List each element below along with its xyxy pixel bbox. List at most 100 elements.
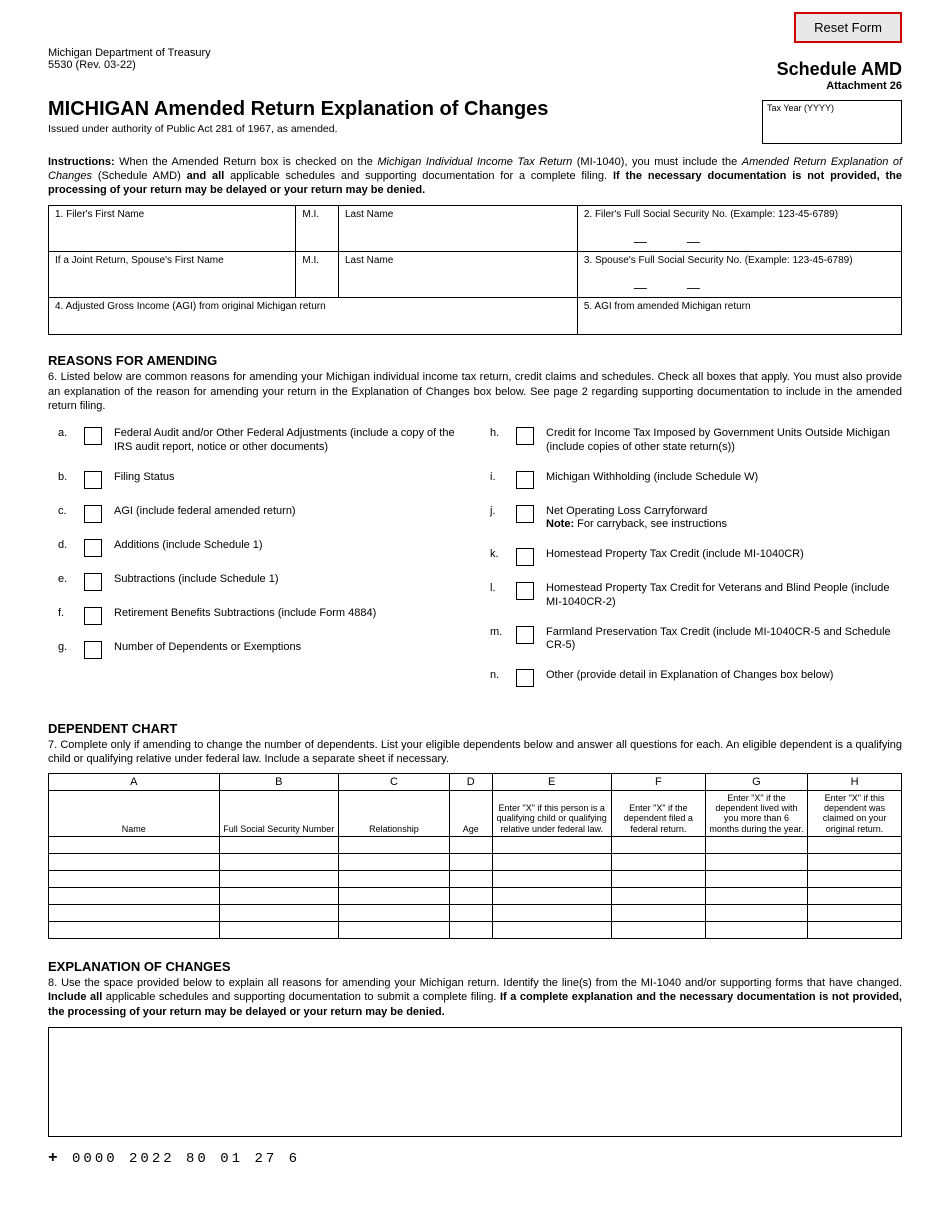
reason-item: h.Credit for Income Tax Imposed by Gover… bbox=[490, 427, 892, 455]
reason-letter: b. bbox=[58, 471, 72, 483]
amended-agi-field[interactable]: 5. AGI from amended Michigan return bbox=[577, 298, 901, 335]
page-title: MICHIGAN Amended Return Explanation of C… bbox=[48, 98, 762, 121]
dep-cell[interactable] bbox=[611, 854, 705, 871]
dep-cell[interactable] bbox=[339, 854, 450, 871]
dep-cell[interactable] bbox=[219, 854, 338, 871]
dep-cell[interactable] bbox=[808, 905, 902, 922]
reason-checkbox[interactable] bbox=[516, 471, 534, 489]
dep-col-sublabel: Name bbox=[49, 790, 220, 836]
dep-cell[interactable] bbox=[339, 905, 450, 922]
reason-text: Homestead Property Tax Credit (include M… bbox=[546, 548, 892, 562]
dep-cell[interactable] bbox=[449, 905, 492, 922]
reason-checkbox[interactable] bbox=[84, 505, 102, 523]
filer-ssn-field[interactable]: 2. Filer's Full Social Security No. (Exa… bbox=[577, 206, 901, 252]
dep-cell[interactable] bbox=[219, 871, 338, 888]
dep-cell[interactable] bbox=[49, 854, 220, 871]
table-row bbox=[49, 905, 902, 922]
dep-col-sublabel: Relationship bbox=[339, 790, 450, 836]
dep-cell[interactable] bbox=[339, 922, 450, 939]
reason-checkbox[interactable] bbox=[84, 607, 102, 625]
dep-cell[interactable] bbox=[49, 888, 220, 905]
reason-text: Net Operating Loss CarryforwardNote: For… bbox=[546, 505, 892, 533]
dep-cell[interactable] bbox=[705, 905, 807, 922]
reason-checkbox[interactable] bbox=[516, 626, 534, 644]
dep-cell[interactable] bbox=[49, 922, 220, 939]
dep-cell[interactable] bbox=[492, 854, 611, 871]
spouse-last-name-field[interactable]: Last Name bbox=[339, 252, 578, 298]
dep-cell[interactable] bbox=[49, 871, 220, 888]
reason-checkbox[interactable] bbox=[516, 505, 534, 523]
explanation-textarea[interactable] bbox=[48, 1027, 902, 1137]
dep-cell[interactable] bbox=[808, 871, 902, 888]
reason-letter: c. bbox=[58, 505, 72, 517]
dep-cell[interactable] bbox=[449, 888, 492, 905]
dep-cell[interactable] bbox=[449, 837, 492, 854]
reset-form-button[interactable]: Reset Form bbox=[794, 12, 902, 43]
dependent-table: ABCDEFGH NameFull Social Security Number… bbox=[48, 773, 902, 939]
dep-cell[interactable] bbox=[492, 871, 611, 888]
dep-cell[interactable] bbox=[705, 871, 807, 888]
reason-checkbox[interactable] bbox=[84, 427, 102, 445]
dept-name: Michigan Department of Treasury bbox=[48, 47, 902, 59]
dep-cell[interactable] bbox=[611, 905, 705, 922]
dep-cell[interactable] bbox=[339, 871, 450, 888]
dep-cell[interactable] bbox=[449, 922, 492, 939]
spouse-mi-field[interactable]: M.I. bbox=[296, 252, 339, 298]
dep-cell[interactable] bbox=[808, 922, 902, 939]
reason-checkbox[interactable] bbox=[516, 582, 534, 600]
dep-cell[interactable] bbox=[219, 922, 338, 939]
dep-cell[interactable] bbox=[219, 888, 338, 905]
reason-item: m.Farmland Preservation Tax Credit (incl… bbox=[490, 626, 892, 654]
reason-checkbox[interactable] bbox=[84, 641, 102, 659]
dep-cell[interactable] bbox=[449, 871, 492, 888]
filer-mi-field[interactable]: M.I. bbox=[296, 206, 339, 252]
reason-letter: g. bbox=[58, 641, 72, 653]
dep-cell[interactable] bbox=[492, 905, 611, 922]
reason-text: Filing Status bbox=[114, 471, 460, 485]
reason-letter: a. bbox=[58, 427, 72, 439]
dep-cell[interactable] bbox=[705, 854, 807, 871]
dep-cell[interactable] bbox=[705, 837, 807, 854]
dep-cell[interactable] bbox=[49, 905, 220, 922]
spouse-ssn-field[interactable]: 3. Spouse's Full Social Security No. (Ex… bbox=[577, 252, 901, 298]
dep-col-letter: H bbox=[808, 773, 902, 790]
reason-text: Homestead Property Tax Credit for Vetera… bbox=[546, 582, 892, 610]
original-agi-field[interactable]: 4. Adjusted Gross Income (AGI) from orig… bbox=[49, 298, 578, 335]
dep-cell[interactable] bbox=[339, 888, 450, 905]
reason-checkbox[interactable] bbox=[84, 573, 102, 591]
dep-cell[interactable] bbox=[492, 837, 611, 854]
dep-cell[interactable] bbox=[705, 922, 807, 939]
reason-text: Retirement Benefits Subtractions (includ… bbox=[114, 607, 460, 621]
dep-cell[interactable] bbox=[705, 888, 807, 905]
spouse-first-name-field[interactable]: If a Joint Return, Spouse's First Name bbox=[49, 252, 296, 298]
dep-cell[interactable] bbox=[449, 854, 492, 871]
dep-cell[interactable] bbox=[339, 837, 450, 854]
filer-first-name-field[interactable]: 1. Filer's First Name bbox=[49, 206, 296, 252]
reason-checkbox[interactable] bbox=[84, 539, 102, 557]
reason-letter: k. bbox=[490, 548, 504, 560]
dep-cell[interactable] bbox=[808, 854, 902, 871]
dep-cell[interactable] bbox=[611, 888, 705, 905]
dep-cell[interactable] bbox=[49, 837, 220, 854]
reason-checkbox[interactable] bbox=[84, 471, 102, 489]
filer-last-name-field[interactable]: Last Name bbox=[339, 206, 578, 252]
dep-cell[interactable] bbox=[611, 837, 705, 854]
dep-cell[interactable] bbox=[808, 837, 902, 854]
dep-cell[interactable] bbox=[808, 888, 902, 905]
reason-checkbox[interactable] bbox=[516, 548, 534, 566]
reason-item: l.Homestead Property Tax Credit for Vete… bbox=[490, 582, 892, 610]
reasons-intro: 6. Listed below are common reasons for a… bbox=[48, 370, 902, 413]
dep-cell[interactable] bbox=[492, 922, 611, 939]
tax-year-input[interactable]: Tax Year (YYYY) bbox=[762, 100, 902, 144]
dep-cell[interactable] bbox=[219, 837, 338, 854]
dep-cell[interactable] bbox=[219, 905, 338, 922]
explanation-intro: 8. Use the space provided below to expla… bbox=[48, 976, 902, 1019]
dep-cell[interactable] bbox=[492, 888, 611, 905]
dep-col-sublabel: Age bbox=[449, 790, 492, 836]
reason-checkbox[interactable] bbox=[516, 427, 534, 445]
dep-col-letter: D bbox=[449, 773, 492, 790]
reason-text: Farmland Preservation Tax Credit (includ… bbox=[546, 626, 892, 654]
dep-cell[interactable] bbox=[611, 922, 705, 939]
reason-checkbox[interactable] bbox=[516, 669, 534, 687]
dep-cell[interactable] bbox=[611, 871, 705, 888]
